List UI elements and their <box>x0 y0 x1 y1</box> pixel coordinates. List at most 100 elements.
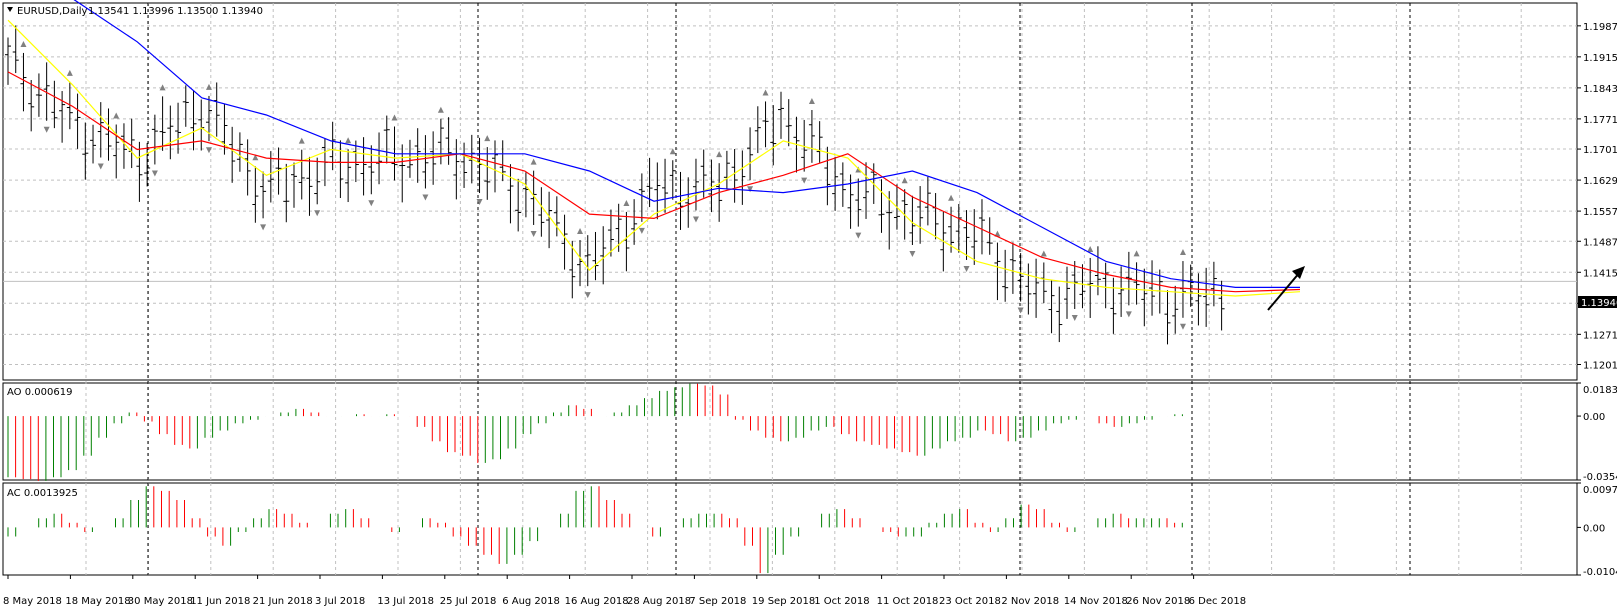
fractal-down-icon <box>692 216 699 223</box>
current-price-box <box>1578 296 1617 308</box>
ac-label: AC 0.0013925 <box>7 488 78 499</box>
forecast-arrow <box>1267 266 1305 311</box>
ao-label: AO 0.000619 <box>7 387 72 398</box>
ohlc-bar <box>414 128 421 183</box>
ohlc-bar <box>994 242 1001 301</box>
ohlc-bar <box>631 199 638 245</box>
date-tick-label: 28 Aug 2018 <box>627 596 691 607</box>
ohlc-bar <box>5 37 11 85</box>
ohlc-bar <box>824 146 831 206</box>
ohlc-bar <box>298 149 305 200</box>
ohlc-bar <box>886 191 893 250</box>
ohlc-bar <box>723 150 730 190</box>
date-tick-label: 11 Oct 2018 <box>877 596 939 607</box>
ohlc-bar <box>1017 253 1024 302</box>
ohlc-bar <box>700 149 707 198</box>
fractal-up-icon <box>391 114 398 121</box>
current-price-label: 1.13940 <box>1581 298 1617 309</box>
ao-tick-label: -0.035492 <box>1583 472 1617 483</box>
fractal-up-icon <box>901 177 908 184</box>
ohlc-bar <box>35 73 42 117</box>
ao-tick-label: 0.00 <box>1583 412 1605 423</box>
ohlc-bar <box>1025 263 1032 315</box>
ohlc-bar <box>778 91 784 139</box>
fractal-up-icon <box>994 230 1001 237</box>
fractal-down-icon <box>97 163 104 170</box>
ohlc-bar <box>337 140 344 199</box>
ohlc-bar <box>615 203 622 252</box>
ohlc-bar <box>82 122 89 180</box>
date-tick-label: 3 Jul 2018 <box>315 596 365 607</box>
ohlc-bar <box>399 144 406 203</box>
ohlc-bar <box>437 118 444 165</box>
date-tick-label: 21 Jun 2018 <box>253 596 313 607</box>
date-tick-label: 19 Sep 2018 <box>752 596 815 607</box>
panel-frames <box>2 2 1578 576</box>
ohlc-bar <box>190 90 197 151</box>
fractal-up-icon <box>623 199 630 206</box>
chevron-down-icon[interactable] <box>7 7 13 12</box>
date-tick-label: 25 Jul 2018 <box>440 596 497 607</box>
fractal-up-icon <box>762 89 769 96</box>
ohlc-bar <box>1110 277 1117 334</box>
fractal-up-icon <box>1087 245 1094 252</box>
ohlc-bar <box>538 187 545 237</box>
fractal-down-icon <box>1017 307 1024 314</box>
ohlc-bar <box>1064 266 1071 319</box>
ohlc-bar <box>1048 280 1055 334</box>
ohlc-bar <box>801 119 808 172</box>
ohlc-bar <box>1218 280 1225 331</box>
fractal-up-icon <box>205 83 212 90</box>
ohlc-bar <box>213 82 220 137</box>
ohlc-bar <box>986 217 993 255</box>
ohlc-bar <box>461 142 468 188</box>
ohlc-bar <box>638 173 645 222</box>
ao-panel-frame <box>2 382 1578 481</box>
fractal-up-icon <box>530 158 537 165</box>
ohlc-bar <box>1094 246 1101 296</box>
date-tick-label: 7 Sep 2018 <box>689 596 746 607</box>
ohlc-bar <box>453 139 460 200</box>
ohlc-bar <box>546 191 553 249</box>
ohlc-bar <box>221 103 228 155</box>
date-tick-label: 1 Oct 2018 <box>814 596 869 607</box>
fractal-up-icon <box>1133 250 1140 257</box>
ohlc-bar <box>406 139 413 178</box>
ac-panel-frame <box>2 482 1578 576</box>
ma-mid-line <box>7 71 1301 293</box>
ohlc-bar <box>74 93 81 149</box>
ohlc-bar <box>507 164 514 224</box>
price-axis: 1.19870 1.19150 1.18430 1.17710 1.17010 1.162… <box>1577 22 1617 578</box>
ohlc-bar <box>932 193 939 240</box>
ohlc-bar <box>584 235 591 287</box>
fractal-down-icon <box>801 177 808 184</box>
fractal-up-icon <box>808 98 815 105</box>
current-price-marker: 1.13940 <box>1578 296 1617 309</box>
ohlc-bar <box>252 166 259 223</box>
ohlc-bar <box>522 172 529 218</box>
ohlc-bar <box>430 131 437 185</box>
fractal-down-icon <box>43 126 50 133</box>
date-tick-label: 6 Aug 2018 <box>502 596 560 607</box>
date-tick-label: 23 Oct 2018 <box>939 596 1001 607</box>
ohlc-bar <box>383 115 390 164</box>
ohlc-bar <box>260 171 267 219</box>
fractal-up-icon <box>345 137 352 144</box>
price-bars <box>5 25 1225 345</box>
date-tick-label: 2 Nov 2018 <box>1001 596 1059 607</box>
date-tick-label: 11 Jun 2018 <box>190 596 250 607</box>
fractal-down-icon <box>638 227 645 234</box>
ohlc-bar <box>1009 242 1016 294</box>
ohlc-bar <box>878 179 885 233</box>
fractal-up-icon <box>66 69 73 76</box>
main-panel-frame <box>2 2 1578 381</box>
ohlc-bar <box>731 149 738 203</box>
date-tick-label: 13 Jul 2018 <box>377 596 434 607</box>
ohlc-bar <box>963 210 970 260</box>
fractal-down-icon <box>584 292 591 299</box>
ohlc-bar <box>669 160 676 200</box>
price-tick-label: 1.18430 <box>1583 84 1617 95</box>
